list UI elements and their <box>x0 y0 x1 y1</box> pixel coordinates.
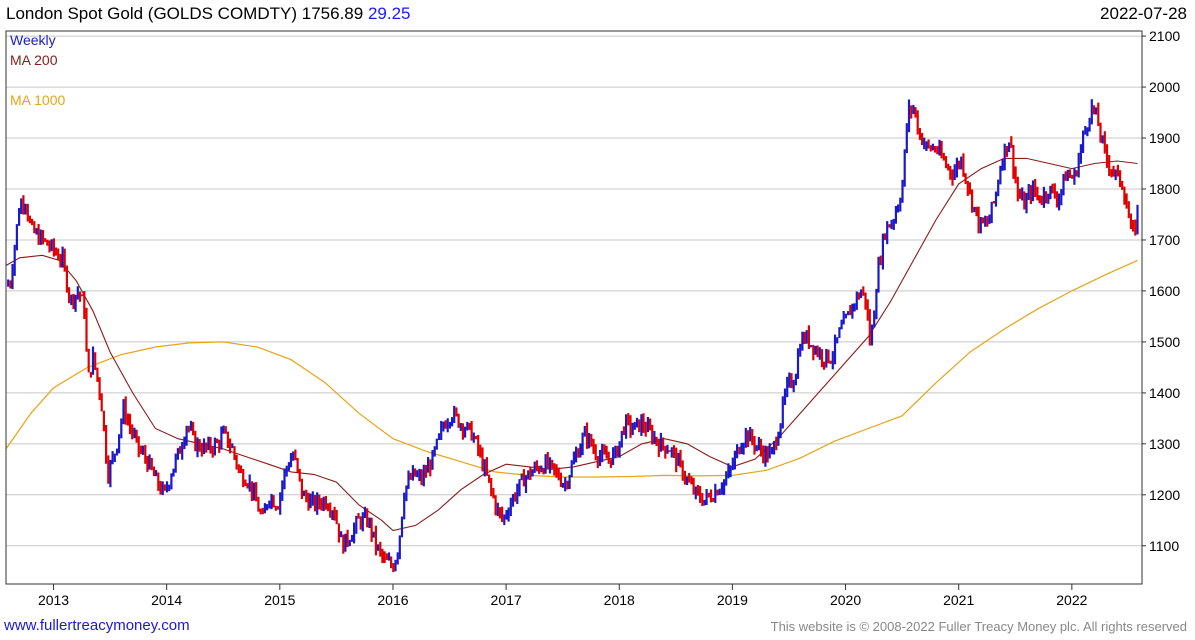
footer-copyright: This website is © 2008-2022 Fuller Treac… <box>770 619 1187 634</box>
x-tick-label-2017: 2017 <box>491 592 522 608</box>
grid-lines <box>6 35 1142 547</box>
x-tick-label-2020: 2020 <box>830 592 861 608</box>
x-tick-label-2015: 2015 <box>264 592 295 608</box>
ma200-line <box>5 157 1138 532</box>
x-axis: 2013 2014 2015 2016 2017 2018 2019 2020 2021 2022 <box>38 584 1088 608</box>
y-tick-label-1400: 1400 <box>1149 385 1180 401</box>
ma1000-layer <box>5 259 1138 478</box>
y-axis: 1100 1200 1300 1400 1500 1600 1700 1800 1900 2000… <box>1142 28 1180 554</box>
y-tick-label-1600: 1600 <box>1149 283 1180 299</box>
y-tick-label-1100: 1100 <box>1149 538 1179 554</box>
chart-title: London Spot Gold (GOLDS COMDTY) 1756.89 … <box>6 4 410 24</box>
y-tick-label-1800: 1800 <box>1149 181 1180 197</box>
x-tick-label-2016: 2016 <box>377 592 408 608</box>
plot-frame <box>5 30 1143 585</box>
y-tick-label-1900: 1900 <box>1149 130 1180 146</box>
weekly-layer <box>7 99 1139 573</box>
y-tick-label-1200: 1200 <box>1149 487 1180 503</box>
footer-link[interactable]: www.fullertreacymoney.com <box>4 617 190 634</box>
legend: Weekly MA 200 MA 1000 <box>10 32 65 108</box>
legend-ma200: MA 200 <box>10 52 58 68</box>
y-tick-label-2000: 2000 <box>1149 79 1180 95</box>
legend-ma1000: MA 1000 <box>10 92 65 108</box>
instrument-name: London Spot Gold (GOLDS COMDTY) <box>6 4 298 23</box>
ma1000-line <box>5 259 1138 478</box>
ma200-layer <box>5 157 1138 532</box>
y-tick-label-1500: 1500 <box>1149 334 1180 350</box>
x-tick-label-2018: 2018 <box>604 592 635 608</box>
x-tick-label-2014: 2014 <box>151 592 182 608</box>
x-tick-label-2019: 2019 <box>717 592 748 608</box>
x-tick-label-2013: 2013 <box>38 592 69 608</box>
chart-date: 2022-07-28 <box>1100 4 1187 23</box>
price-change: 29.25 <box>367 4 411 23</box>
x-tick-label-2021: 2021 <box>943 592 974 608</box>
y-tick-label-2100: 2100 <box>1149 28 1180 44</box>
legend-weekly: Weekly <box>10 32 56 48</box>
y-tick-label-1700: 1700 <box>1149 232 1180 248</box>
last-price: 1756.89 <box>301 4 364 23</box>
x-tick-label-2022: 2022 <box>1056 592 1087 608</box>
y-tick-label-1300: 1300 <box>1149 436 1180 452</box>
